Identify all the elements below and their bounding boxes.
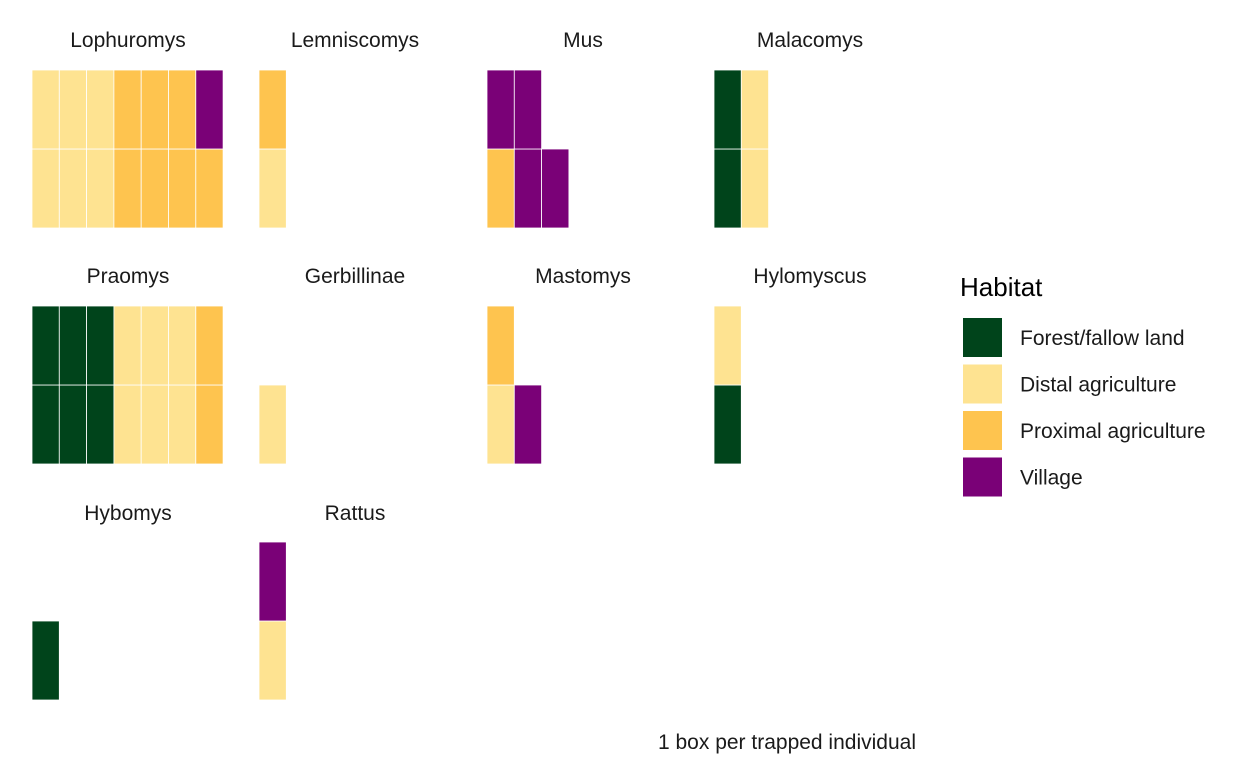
- panel-rattus: Rattus: [258, 502, 386, 701]
- waffle-box-proximal: [168, 148, 197, 229]
- waffle-box-distal: [740, 69, 769, 150]
- waffle-box-distal: [113, 305, 142, 386]
- waffle-box-proximal: [195, 148, 224, 229]
- legend: Habitat Forest/fallow land Distal agricul…: [960, 272, 1206, 497]
- waffle-box-proximal: [168, 69, 197, 150]
- panel-title: Lemniscomys: [291, 29, 419, 52]
- waffle-box-proximal: [486, 305, 515, 386]
- waffle-box-village: [258, 541, 287, 622]
- waffle-box-distal: [740, 148, 769, 229]
- waffle-box-forest: [86, 305, 115, 386]
- panel-hylomyscus: Hylomyscus: [713, 265, 867, 465]
- waffle-box-proximal: [140, 148, 169, 229]
- legend-title: Habitat: [960, 272, 1043, 302]
- waffle-box-forest: [58, 384, 87, 465]
- waffle-box-distal: [86, 148, 115, 229]
- panel-title: Mastomys: [535, 265, 631, 288]
- waffle-box-distal: [168, 305, 197, 386]
- waffle-box-forest: [31, 620, 60, 701]
- legend-item-village: Village: [963, 457, 1083, 497]
- waffle-box-proximal: [195, 305, 224, 386]
- panel-lophuromys: Lophuromys: [31, 29, 224, 229]
- legend-item-proximal: Proximal agriculture: [963, 411, 1206, 450]
- panel-mus: Mus: [486, 29, 603, 229]
- panel-title: Mus: [563, 29, 603, 52]
- legend-swatch: [963, 457, 1002, 497]
- legend-items: Forest/fallow land Distal agriculture Prox…: [963, 318, 1206, 497]
- waffle-box-forest: [58, 305, 87, 386]
- waffle-box-distal: [168, 384, 197, 465]
- waffle-box-distal: [113, 384, 142, 465]
- waffle-box-proximal: [140, 69, 169, 150]
- waffle-box-proximal: [195, 384, 224, 465]
- panel-title: Rattus: [325, 502, 386, 525]
- waffle-box-village: [513, 384, 542, 465]
- waffle-box-forest: [713, 148, 742, 229]
- waffle-box-village: [486, 69, 515, 150]
- panel-lemniscomys: Lemniscomys: [258, 29, 419, 229]
- waffle-box-distal: [58, 69, 87, 150]
- panel-title: Hylomyscus: [753, 265, 866, 288]
- waffle-box-distal: [31, 69, 60, 150]
- legend-swatch: [963, 318, 1002, 357]
- legend-item-forest: Forest/fallow land: [963, 318, 1185, 357]
- caption: 1 box per trapped individual: [658, 731, 916, 754]
- panel-title: Gerbillinae: [305, 265, 405, 288]
- panels: Lophuromys Lemniscomys Mus Malacomys Praomys…: [31, 29, 867, 701]
- panel-gerbillinae: Gerbillinae: [258, 265, 405, 465]
- waffle-box-distal: [140, 384, 169, 465]
- waffle-box-village: [513, 69, 542, 150]
- waffle-box-distal: [258, 620, 287, 701]
- waffle-box-distal: [713, 305, 742, 386]
- waffle-box-forest: [713, 384, 742, 465]
- waffle-box-proximal: [113, 148, 142, 229]
- waffle-box-proximal: [258, 69, 287, 150]
- legend-label: Forest/fallow land: [1020, 327, 1185, 350]
- panel-title: Hybomys: [84, 502, 172, 525]
- panel-praomys: Praomys: [31, 265, 224, 465]
- waffle-box-distal: [140, 305, 169, 386]
- waffle-box-distal: [258, 148, 287, 229]
- legend-swatch: [963, 364, 1002, 404]
- panel-hybomys: Hybomys: [31, 502, 172, 701]
- panel-mastomys: Mastomys: [486, 265, 631, 465]
- waffle-box-proximal: [113, 69, 142, 150]
- waffle-box-distal: [86, 69, 115, 150]
- waffle-box-forest: [713, 69, 742, 150]
- legend-label: Village: [1020, 467, 1083, 490]
- waffle-box-forest: [31, 384, 60, 465]
- legend-label: Distal agriculture: [1020, 374, 1176, 397]
- waffle-box-village: [513, 148, 542, 229]
- waffle-box-distal: [258, 384, 287, 465]
- waffle-box-proximal: [486, 148, 515, 229]
- waffle-box-forest: [31, 305, 60, 386]
- waffle-box-village: [541, 148, 570, 229]
- panel-title: Praomys: [87, 265, 170, 288]
- waffle-box-forest: [86, 384, 115, 465]
- waffle-box-distal: [31, 148, 60, 229]
- panel-malacomys: Malacomys: [713, 29, 863, 229]
- waffle-box-distal: [486, 384, 515, 465]
- panel-title: Malacomys: [757, 29, 863, 52]
- legend-item-distal: Distal agriculture: [963, 364, 1176, 404]
- panel-title: Lophuromys: [70, 29, 186, 52]
- waffle-box-distal: [58, 148, 87, 229]
- legend-label: Proximal agriculture: [1020, 420, 1206, 443]
- waffle-box-village: [195, 69, 224, 150]
- legend-swatch: [963, 411, 1002, 450]
